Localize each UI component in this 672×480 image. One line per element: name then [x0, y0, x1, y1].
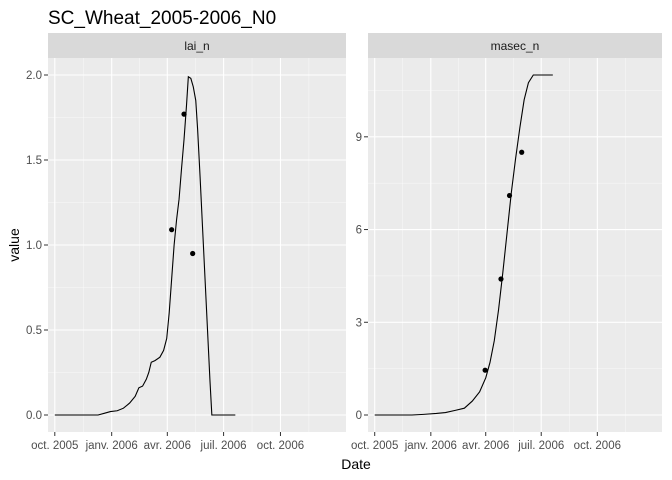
- observed-point: [519, 149, 525, 155]
- x-axis-title: Date: [341, 456, 371, 472]
- y-axis-title: value: [6, 228, 22, 262]
- simulated-series-line: [54, 75, 236, 416]
- facet-strip-label: lai_n: [184, 39, 209, 53]
- panel-background: [368, 58, 662, 432]
- x-tick-label: juil. 2006: [200, 440, 247, 452]
- x-tick-label: juil. 2006: [517, 440, 564, 452]
- facet-strip-label: masec_n: [491, 39, 540, 53]
- y-tick-label: 1.5: [26, 155, 42, 167]
- x-tick-label: janv. 2006: [85, 440, 138, 452]
- observed-point: [498, 276, 504, 282]
- x-tick-label: janv. 2006: [404, 440, 457, 452]
- facet-strip: [368, 33, 662, 58]
- observed-point: [181, 111, 187, 117]
- x-tick-label: oct. 2006: [257, 440, 304, 452]
- y-tick-label: 1.0: [26, 240, 42, 252]
- x-tick-label: oct. 2006: [574, 440, 621, 452]
- x-tick-label: oct. 2005: [351, 440, 398, 452]
- facet-strip: [48, 33, 346, 58]
- facets-container: lai_n oct. 2005 janv. 2006 avr. 2006 juil. 2…: [26, 33, 662, 452]
- observed-point: [169, 227, 175, 233]
- observed-point: [190, 250, 196, 257]
- facet-lai_n: lai_n oct. 2005 janv. 2006 avr. 2006 juil. 2…: [26, 33, 346, 452]
- y-tick-label: 6: [356, 225, 362, 237]
- y-tick-label: 9: [356, 132, 362, 144]
- y-tick-label: 0.5: [26, 325, 42, 337]
- y-tick-label: 3: [356, 317, 362, 329]
- observed-point: [482, 367, 488, 373]
- y-tick-label: 2.0: [26, 70, 42, 82]
- simulated-series-line: [374, 74, 553, 416]
- x-tick-label: avr. 2006: [462, 440, 509, 452]
- x-tick-label: oct. 2005: [31, 440, 78, 452]
- y-tick-label: 0.0: [26, 410, 42, 422]
- facet-masec_n: masec_n oct. 2005 janv. 2006 avr. 2006 juil.…: [351, 33, 662, 452]
- observed-point: [506, 192, 513, 199]
- y-tick-label: 0: [356, 410, 362, 422]
- x-tick-label: avr. 2006: [144, 440, 191, 452]
- chart-title: SC_Wheat_2005-2006_N0: [48, 8, 276, 29]
